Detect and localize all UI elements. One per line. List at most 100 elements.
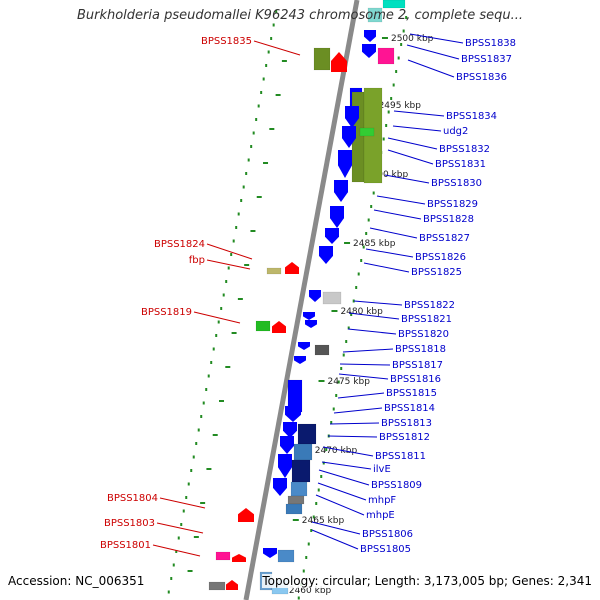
gene-label-right[interactable]: BPSS1815 (386, 388, 437, 399)
guide-dot (400, 43, 403, 46)
gene-label-right[interactable]: BPSS1812 (379, 432, 430, 443)
gene-feature[interactable] (322, 291, 342, 305)
accession-text: Accession: NC_006351 (8, 574, 145, 588)
gene-arrow-reverse[interactable] (283, 422, 297, 438)
gene-arrow-reverse[interactable] (319, 246, 333, 264)
gene-feature[interactable] (377, 47, 395, 65)
gene-label-right[interactable]: BPSS1811 (375, 451, 426, 462)
guide-dot (217, 320, 220, 324)
gene-arrow-reverse[interactable] (330, 206, 344, 228)
label-leader-line (315, 494, 365, 516)
gene-label-right[interactable]: mhpE (366, 510, 395, 521)
gene-label-left[interactable]: BPSS1824 (154, 239, 205, 250)
gene-arrow-reverse[interactable] (305, 320, 317, 328)
guide-dot (250, 145, 253, 148)
gene-arrow-reverse[interactable] (285, 406, 301, 422)
gene-arrow-forward[interactable] (238, 508, 254, 522)
gene-arrow-forward[interactable] (285, 262, 299, 274)
gene-arrow-forward[interactable] (232, 554, 246, 562)
gene-feature[interactable] (287, 495, 305, 505)
label-leader-line (206, 243, 253, 260)
gene-label-right[interactable]: BPSS1832 (439, 144, 490, 155)
gene-feature[interactable] (297, 423, 317, 445)
gene-label-right[interactable]: BPSS1826 (415, 252, 466, 263)
gene-label-right[interactable]: BPSS1838 (465, 38, 516, 49)
gene-feature[interactable] (290, 481, 308, 497)
gene-feature[interactable] (359, 127, 375, 137)
gene-label-right[interactable]: BPSS1828 (423, 214, 474, 225)
gene-arrow-reverse[interactable] (342, 126, 356, 148)
label-leader-line (322, 446, 374, 457)
gene-arrow-forward[interactable] (226, 580, 238, 590)
gene-feature[interactable] (314, 344, 330, 356)
gene-label-right[interactable]: BPSS1825 (411, 267, 462, 278)
gene-label-right[interactable]: BPSS1827 (419, 233, 470, 244)
gene-arrow-reverse[interactable] (294, 356, 306, 364)
gene-arrow-reverse[interactable] (345, 106, 359, 128)
gene-label-right[interactable]: ilvE (373, 464, 391, 475)
guide-dot (192, 455, 195, 459)
gene-label-left[interactable]: BPSS1804 (107, 493, 158, 504)
gene-arrow-forward[interactable] (331, 52, 347, 72)
scale-tick-mark (318, 380, 325, 382)
gene-label-right[interactable]: BPSS1820 (398, 329, 449, 340)
gene-arrow-reverse[interactable] (334, 180, 348, 202)
gene-feature[interactable] (266, 267, 282, 275)
label-leader-line (327, 435, 378, 438)
gene-arrow-reverse[interactable] (362, 44, 376, 58)
guide-dash (225, 366, 231, 368)
gene-label-right[interactable]: BPSS1831 (435, 159, 486, 170)
gene-arrow-reverse[interactable] (280, 436, 294, 454)
gene-arrow-reverse[interactable] (298, 342, 310, 350)
scale-tick-mark (292, 519, 299, 521)
gene-label-right[interactable]: BPSS1805 (360, 544, 411, 555)
gene-label-right[interactable]: BPSS1816 (390, 374, 441, 385)
label-leader-line (406, 44, 460, 60)
gene-label-right[interactable]: BPSS1806 (362, 529, 413, 540)
gene-label-right[interactable]: BPSS1809 (371, 480, 422, 491)
gene-feature[interactable] (255, 320, 271, 332)
gene-feature[interactable] (208, 581, 226, 591)
guide-dot (302, 569, 305, 573)
gene-label-right[interactable]: BPSS1817 (392, 360, 443, 371)
gene-feature[interactable] (382, 0, 406, 9)
gene-arrow-reverse[interactable] (303, 312, 315, 320)
gene-label-left[interactable]: BPSS1801 (100, 540, 151, 551)
gene-feature[interactable] (215, 551, 231, 561)
gene-label-right[interactable]: mhpF (368, 495, 396, 506)
gene-arrow-reverse[interactable] (263, 548, 277, 558)
gene-label-right[interactable]: BPSS1834 (446, 111, 497, 122)
gene-label-right[interactable]: BPSS1830 (431, 178, 482, 189)
gene-arrow-reverse[interactable] (273, 478, 287, 496)
gene-feature[interactable] (277, 549, 295, 563)
gene-label-right[interactable]: BPSS1813 (381, 418, 432, 429)
gene-label-right[interactable]: BPSS1821 (401, 314, 452, 325)
gene-label-left[interactable]: BPSS1819 (141, 307, 192, 318)
gene-label-right[interactable]: BPSS1837 (461, 54, 512, 65)
gene-feature[interactable] (285, 503, 303, 515)
gene-arrow-forward[interactable] (272, 321, 286, 333)
gene-label-right[interactable]: BPSS1818 (395, 344, 446, 355)
gene-arrow-reverse[interactable] (325, 228, 339, 244)
guide-dot (272, 23, 275, 27)
gene-arrow-reverse[interactable] (278, 454, 292, 478)
gene-feature[interactable] (367, 7, 383, 23)
gene-feature[interactable] (293, 443, 313, 461)
gene-feature[interactable] (313, 47, 331, 71)
gene-label-right[interactable]: BPSS1814 (384, 403, 435, 414)
guide-dash (187, 570, 193, 572)
gene-label-left[interactable]: fbp (189, 255, 205, 266)
gene-label-left[interactable]: BPSS1803 (104, 518, 155, 529)
gene-arrow-reverse[interactable] (309, 290, 321, 302)
gene-label-left[interactable]: BPSS1835 (201, 36, 252, 47)
gene-label-right[interactable]: BPSS1822 (404, 300, 455, 311)
gene-feature[interactable] (291, 459, 311, 483)
gene-arrow-reverse[interactable] (338, 150, 352, 178)
gene-label-right[interactable]: BPSS1836 (456, 72, 507, 83)
guide-dot (185, 496, 188, 499)
gene-label-right[interactable]: BPSS1829 (427, 199, 478, 210)
gene-arrow-reverse[interactable] (364, 30, 376, 42)
guide-dot (322, 461, 325, 465)
guide-dot (347, 326, 350, 330)
gene-label-right[interactable]: udg2 (443, 126, 468, 137)
